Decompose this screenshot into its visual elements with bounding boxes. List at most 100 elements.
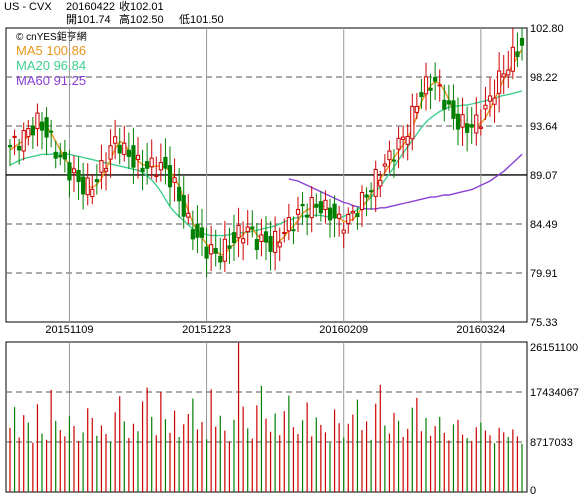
- candle-body: [355, 213, 360, 218]
- symbol-label: US - CVX: [4, 1, 52, 13]
- candle-body: [204, 246, 209, 259]
- volume-tick-label: 0: [530, 485, 536, 497]
- candle-body: [21, 130, 26, 152]
- candle-body: [327, 207, 333, 221]
- open-label: 開101.74: [66, 14, 111, 26]
- candle-body: [305, 214, 310, 218]
- candle-body: [501, 73, 506, 78]
- ma60-line: [288, 153, 523, 210]
- candle-body: [172, 177, 177, 183]
- candle-body: [167, 165, 173, 188]
- candle-body: [341, 229, 346, 234]
- candle-body: [222, 238, 227, 262]
- volume-bars: [9, 342, 523, 492]
- candle-body: [510, 46, 515, 72]
- candle-body: [140, 167, 145, 172]
- candle-body: [286, 217, 291, 232]
- candle-body: [364, 194, 369, 198]
- candle-body: [282, 231, 287, 234]
- candle-body: [483, 104, 488, 110]
- high-label: 高102.50: [119, 14, 164, 26]
- date-tick-label: 20160324: [456, 324, 505, 336]
- candle-body: [7, 145, 13, 148]
- candle-body: [419, 92, 424, 98]
- candle-body: [382, 163, 387, 167]
- candle-body: [414, 105, 419, 113]
- candle-body: [117, 144, 122, 154]
- candle-body: [58, 154, 63, 158]
- candle-body: [519, 37, 525, 46]
- candle-body: [154, 174, 159, 177]
- candle-body: [259, 234, 264, 242]
- candle-body: [195, 223, 200, 238]
- candle-body: [497, 70, 502, 94]
- candle-body: [67, 162, 72, 181]
- candle-body: [218, 255, 223, 263]
- volume-tick-label: 8717033: [530, 437, 573, 449]
- candle-body: [314, 203, 319, 208]
- candle-body: [209, 244, 214, 255]
- candle-body: [346, 214, 351, 224]
- candle-body: [478, 126, 483, 129]
- candle-body: [369, 190, 374, 193]
- candle-body: [359, 192, 365, 211]
- price-tick-label: 93.64: [530, 121, 558, 133]
- candle-body: [181, 194, 186, 217]
- candle-body: [149, 157, 154, 168]
- candle-body: [103, 168, 109, 172]
- candle-body: [99, 160, 104, 173]
- candle-body: [122, 142, 127, 156]
- candle-body: [309, 197, 314, 219]
- candle-body: [241, 238, 246, 244]
- candle-body: [332, 203, 337, 219]
- candle-body: [126, 149, 131, 157]
- candle-body: [62, 151, 67, 160]
- candle-body: [250, 226, 255, 230]
- candle-body: [12, 135, 17, 138]
- price-tick-label: 79.91: [530, 268, 558, 280]
- legend-ma5: MA5 100.86: [16, 43, 86, 58]
- candle-body: [81, 176, 86, 195]
- date-label: 20160422: [66, 1, 115, 13]
- date-tick-label: 20151109: [45, 324, 93, 336]
- candle-body: [291, 229, 296, 232]
- candle-body: [131, 145, 136, 168]
- candle-body: [236, 224, 241, 239]
- candle-body: [442, 99, 447, 110]
- low-label: 低101.50: [179, 14, 224, 26]
- candle-body: [387, 150, 392, 161]
- price-tick-label: 84.49: [530, 219, 558, 231]
- candle-body: [227, 245, 232, 249]
- candle-body: [213, 248, 218, 254]
- candle-body: [163, 156, 168, 169]
- candle-body: [49, 130, 54, 133]
- candle-body: [323, 199, 328, 211]
- axis-labels: 102.80 98.22 93.64 89.07 84.49 79.91 75.33 2015…: [45, 23, 579, 497]
- candle-body: [17, 145, 22, 151]
- candle-body: [410, 105, 415, 140]
- volume-tick-label: 26151100: [530, 342, 578, 354]
- candle-body: [487, 95, 493, 102]
- candle-body: [35, 112, 40, 130]
- candle-body: [295, 209, 301, 215]
- candle-body: [446, 100, 451, 105]
- candle-body: [108, 145, 113, 160]
- legend-ma20: MA20 96.84: [16, 58, 86, 73]
- candle-body: [30, 125, 35, 136]
- candle-body: [85, 177, 90, 196]
- candle-body: [428, 87, 433, 91]
- candle-body: [396, 137, 401, 150]
- date-tick-label: 20160209: [319, 324, 368, 336]
- candle-body: [71, 168, 77, 174]
- candle-body: [254, 239, 259, 250]
- candle-body: [186, 212, 191, 218]
- candle-body: [268, 235, 273, 252]
- candle-body: [90, 188, 95, 198]
- candle-body: [39, 121, 45, 131]
- candle-body: [378, 179, 383, 187]
- candle-body: [506, 69, 511, 76]
- candle-body: [53, 151, 58, 159]
- candlesticks: [7, 28, 525, 278]
